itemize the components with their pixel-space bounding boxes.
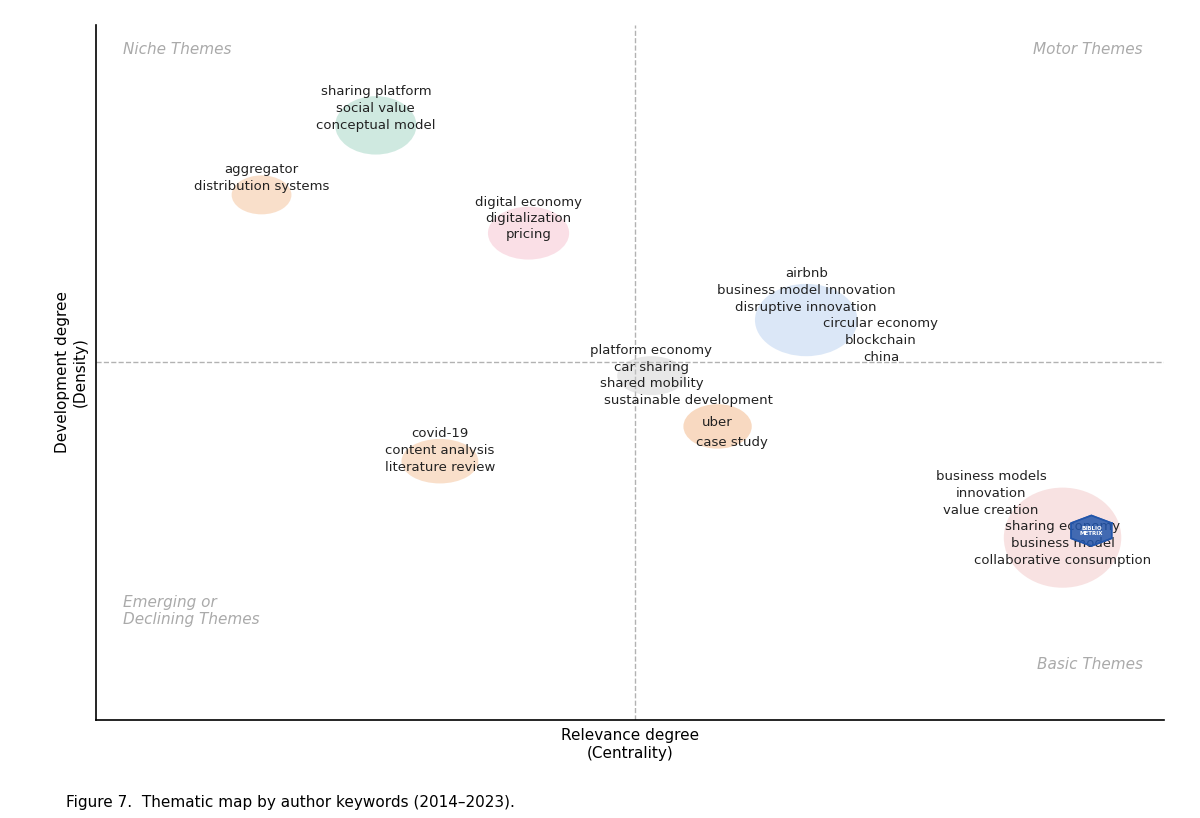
Text: content analysis: content analysis <box>385 444 494 457</box>
Text: digital economy: digital economy <box>475 196 582 209</box>
Text: aggregator: aggregator <box>224 163 299 176</box>
Ellipse shape <box>402 439 479 483</box>
Text: distribution systems: distribution systems <box>194 180 329 193</box>
Text: airbnb: airbnb <box>785 267 828 281</box>
Text: literature review: literature review <box>385 461 496 474</box>
Text: Niche Themes: Niche Themes <box>122 42 232 57</box>
Text: Emerging or
Declining Themes: Emerging or Declining Themes <box>122 595 259 627</box>
Text: value creation: value creation <box>943 504 1039 517</box>
Text: business models: business models <box>936 470 1046 483</box>
Text: business model innovation: business model innovation <box>716 284 895 297</box>
Ellipse shape <box>232 175 292 214</box>
Text: Motor Themes: Motor Themes <box>1033 42 1142 57</box>
Text: business model: business model <box>1010 537 1115 551</box>
Text: sharing economy: sharing economy <box>1004 520 1120 533</box>
Ellipse shape <box>488 207 569 259</box>
Text: BIBLIO
METRIX: BIBLIO METRIX <box>1080 525 1103 536</box>
Y-axis label: Development degree
(Density): Development degree (Density) <box>55 291 88 453</box>
Ellipse shape <box>335 97 416 155</box>
Ellipse shape <box>617 356 685 395</box>
Text: china: china <box>863 351 899 364</box>
Text: circular economy: circular economy <box>823 317 938 330</box>
Text: disruptive innovation: disruptive innovation <box>736 301 877 314</box>
Text: Basic Themes: Basic Themes <box>1037 658 1142 672</box>
Text: Figure 7.  Thematic map by author keywords (2014–2023).: Figure 7. Thematic map by author keyword… <box>66 795 515 810</box>
Text: blockchain: blockchain <box>845 335 917 347</box>
Text: social value: social value <box>336 102 415 115</box>
Text: sharing platform: sharing platform <box>320 84 431 97</box>
Text: shared mobility: shared mobility <box>600 377 703 390</box>
Ellipse shape <box>1004 488 1121 587</box>
Text: uber: uber <box>702 416 733 429</box>
Text: covid-19: covid-19 <box>412 427 468 440</box>
Ellipse shape <box>684 404 751 448</box>
Polygon shape <box>1072 515 1111 546</box>
Text: collaborative consumption: collaborative consumption <box>974 554 1151 567</box>
Text: platform economy: platform economy <box>590 344 713 357</box>
Text: case study: case study <box>696 436 767 448</box>
Text: car sharing: car sharing <box>614 361 689 374</box>
X-axis label: Relevance degree
(Centrality): Relevance degree (Centrality) <box>560 728 700 761</box>
Text: digitalization: digitalization <box>486 212 571 225</box>
Text: conceptual model: conceptual model <box>316 119 436 133</box>
Text: sustainable development: sustainable development <box>605 394 773 407</box>
Ellipse shape <box>755 284 858 356</box>
Text: innovation: innovation <box>955 488 1026 500</box>
Text: pricing: pricing <box>505 228 552 241</box>
